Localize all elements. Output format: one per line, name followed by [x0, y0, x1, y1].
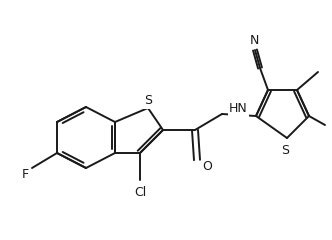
Text: S: S: [281, 144, 289, 156]
Text: HN: HN: [229, 102, 248, 115]
Text: O: O: [202, 161, 212, 174]
Text: N: N: [249, 34, 259, 47]
Text: Cl: Cl: [134, 186, 146, 198]
Text: S: S: [144, 95, 152, 108]
Text: F: F: [22, 168, 29, 181]
